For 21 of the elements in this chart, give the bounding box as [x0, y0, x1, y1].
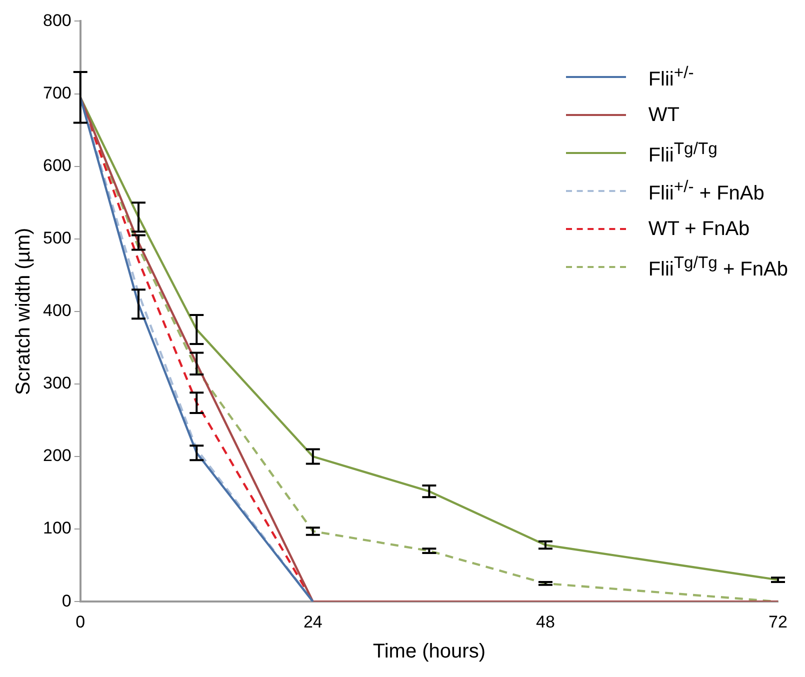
- legend-label: Flii$^{Tg/Tg}$: [648, 138, 718, 168]
- y-axis-title: Scratch width (µm): [12, 228, 35, 395]
- legend-label: WT + FnAb: [648, 218, 750, 240]
- legend-label: WT: [648, 104, 680, 126]
- y-tick-label: 500: [42, 228, 72, 248]
- y-tick-label: 100: [42, 518, 72, 538]
- y-tick-label: 700: [42, 83, 72, 102]
- x-tick-label: 0: [76, 612, 86, 632]
- x-tick-label: 48: [536, 612, 555, 632]
- legend-label: Flii$^{+/-}$: [648, 62, 694, 92]
- x-axis-title: Time (hours): [372, 640, 486, 663]
- y-tick-label: 800: [42, 10, 72, 30]
- y-tick-label: 300: [42, 374, 72, 393]
- y-tick-label: 200: [42, 446, 72, 466]
- y-tick-label: 400: [42, 301, 72, 320]
- legend-label: Flii$^{+/-}$ + FnAb: [648, 176, 764, 206]
- legend-label: Flii$^{Tg/Tg}$ + FnAb: [648, 252, 788, 282]
- y-tick-label: 0: [62, 591, 72, 610]
- x-tick-label: 24: [303, 612, 322, 632]
- y-tick-label: 600: [42, 156, 72, 175]
- x-tick-label: 72: [768, 612, 788, 632]
